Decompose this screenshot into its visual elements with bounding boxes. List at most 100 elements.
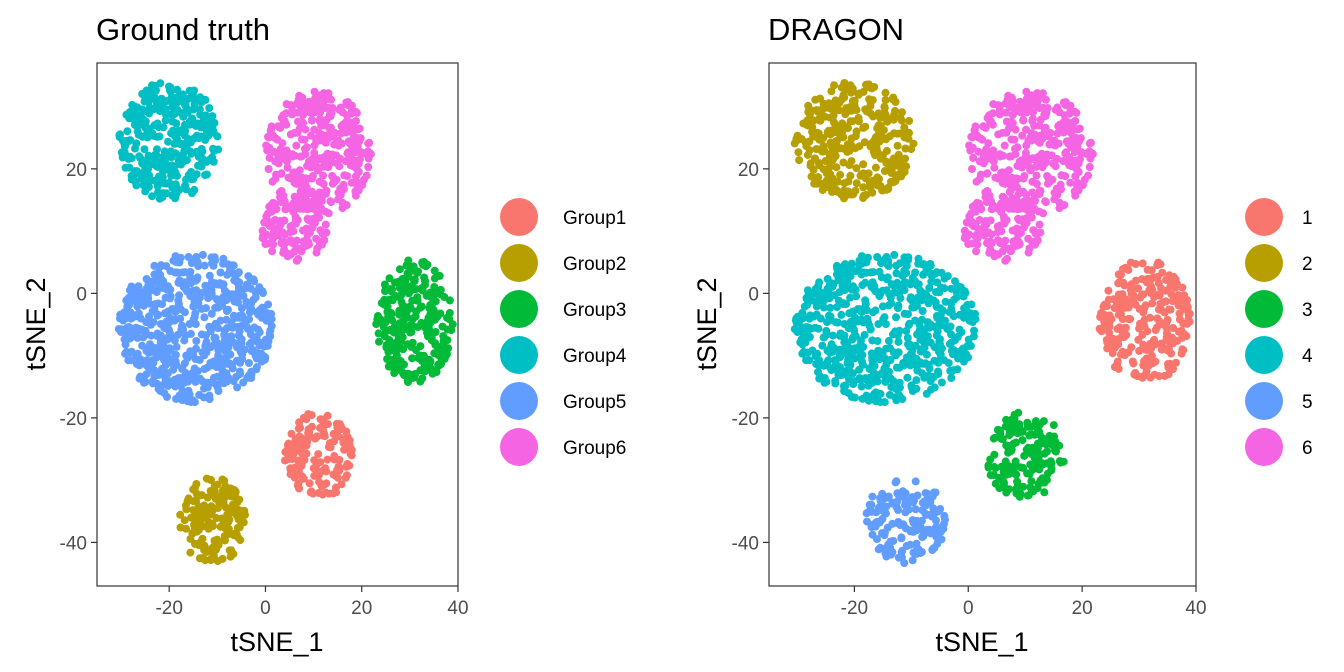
scatter-point bbox=[353, 134, 362, 143]
scatter-point bbox=[313, 432, 322, 441]
scatter-point bbox=[308, 489, 317, 498]
scatter-point bbox=[844, 389, 853, 398]
scatter-point bbox=[1032, 99, 1041, 108]
scatter-point bbox=[160, 147, 169, 156]
scatter-point bbox=[303, 161, 312, 170]
scatter-point bbox=[292, 256, 301, 265]
scatter-point bbox=[165, 86, 174, 95]
scatter-point bbox=[896, 294, 905, 303]
scatter-point bbox=[202, 474, 211, 483]
scatter-point bbox=[1171, 283, 1180, 292]
scatter-point bbox=[162, 349, 171, 357]
scatter-point bbox=[321, 220, 330, 229]
scatter-point bbox=[831, 379, 840, 388]
scatter-point bbox=[172, 394, 181, 403]
scatter-point bbox=[327, 198, 336, 207]
scatter-point bbox=[1001, 256, 1010, 265]
x-tick-label: 0 bbox=[963, 598, 974, 619]
x-axis-label: tSNE_1 bbox=[935, 627, 1028, 657]
scatter-point bbox=[1026, 460, 1035, 469]
scatter-point bbox=[439, 343, 447, 352]
scatter-point bbox=[889, 93, 898, 102]
scatter-point bbox=[962, 306, 970, 315]
scatter-point bbox=[228, 290, 237, 299]
scatter-point bbox=[881, 96, 890, 104]
scatter-point bbox=[1117, 326, 1126, 334]
scatter-point bbox=[1051, 141, 1060, 150]
scatter-point bbox=[122, 110, 131, 119]
scatter-point bbox=[316, 115, 325, 123]
scatter-point bbox=[1042, 475, 1051, 484]
scatter-point bbox=[879, 315, 888, 324]
scatter-point bbox=[214, 324, 222, 333]
scatter-point bbox=[964, 353, 973, 362]
scatter-point bbox=[213, 480, 222, 489]
scatter-point bbox=[1000, 141, 1009, 150]
scatter-point bbox=[814, 324, 823, 333]
scatter-point bbox=[197, 491, 206, 500]
scatter-point bbox=[858, 394, 867, 403]
scatter-point bbox=[908, 346, 917, 354]
scatter-point bbox=[260, 355, 269, 364]
scatter-points bbox=[790, 79, 1194, 567]
scatter-point bbox=[1120, 333, 1128, 341]
scatter-point bbox=[431, 339, 440, 348]
scatter-point bbox=[433, 312, 442, 321]
scatter-point bbox=[350, 118, 359, 127]
scatter-point bbox=[190, 96, 199, 105]
scatter-point bbox=[999, 212, 1008, 221]
scatter-point bbox=[126, 308, 135, 317]
scatter-point bbox=[425, 355, 434, 364]
scatter-point bbox=[133, 107, 141, 116]
scatter-point bbox=[130, 115, 139, 124]
scatter-point bbox=[372, 320, 381, 329]
legend-key bbox=[1245, 290, 1283, 328]
scatter-point bbox=[175, 291, 184, 300]
scatter-point bbox=[324, 443, 333, 451]
legend-label: 2 bbox=[1302, 254, 1313, 275]
scatter-point bbox=[847, 157, 856, 166]
scatter-point bbox=[820, 378, 829, 387]
scatter-point bbox=[190, 185, 199, 194]
scatter-point bbox=[180, 516, 189, 525]
scatter-point bbox=[228, 360, 236, 369]
legend-label: 5 bbox=[1302, 392, 1313, 413]
scatter-point bbox=[861, 105, 870, 114]
scatter-point bbox=[225, 350, 234, 359]
scatter-point bbox=[214, 145, 223, 154]
scatter-point bbox=[882, 146, 891, 155]
scatter-point bbox=[250, 323, 259, 332]
scatter-point bbox=[923, 318, 932, 327]
scatter-point bbox=[1002, 415, 1011, 424]
scatter-point bbox=[852, 179, 861, 188]
scatter-point bbox=[282, 120, 291, 129]
scatter-point bbox=[812, 145, 821, 153]
legend-label: Group5 bbox=[563, 392, 626, 413]
scatter-point bbox=[913, 281, 922, 290]
scatter-point bbox=[979, 122, 988, 131]
scatter-point bbox=[1032, 93, 1041, 101]
scatter-point bbox=[412, 307, 421, 316]
scatter-point bbox=[1154, 279, 1163, 288]
scatter-point bbox=[267, 322, 276, 331]
scatter-point bbox=[874, 545, 883, 554]
scatter-point bbox=[988, 120, 997, 129]
scatter-point bbox=[255, 306, 264, 315]
scatter-point bbox=[1174, 301, 1183, 310]
scatter-point bbox=[1117, 350, 1125, 359]
scatter-point bbox=[1021, 148, 1030, 157]
scatter-point bbox=[148, 356, 157, 365]
scatter-point bbox=[1073, 125, 1082, 134]
scatter-point bbox=[345, 436, 354, 445]
scatter-point bbox=[1016, 463, 1025, 472]
scatter-point bbox=[965, 212, 974, 221]
scatter-point bbox=[912, 545, 921, 554]
scatter-point bbox=[323, 455, 332, 464]
scatter-point bbox=[1141, 301, 1150, 310]
scatter-point bbox=[176, 523, 185, 532]
scatter-point bbox=[900, 309, 909, 318]
scatter-point bbox=[255, 283, 264, 292]
scatter-point bbox=[1165, 271, 1174, 280]
scatter-point bbox=[421, 277, 430, 286]
scatter-point bbox=[929, 544, 938, 553]
